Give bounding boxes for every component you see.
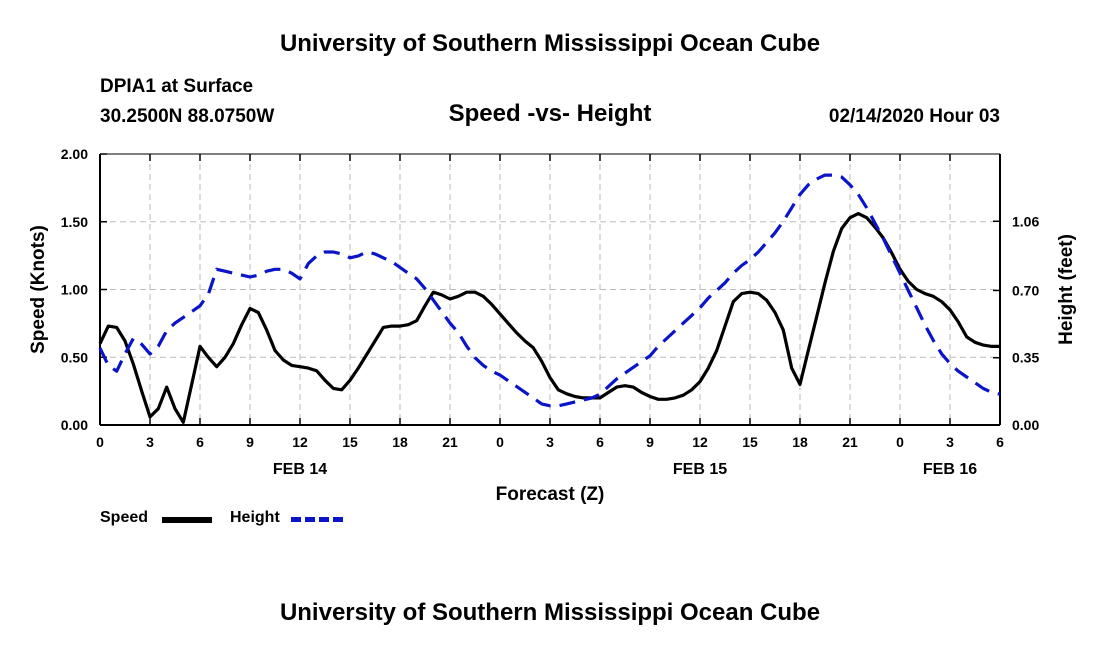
y-tick-label: 0.00 xyxy=(61,417,88,433)
footer-title: University of Southern Mississippi Ocean… xyxy=(279,599,821,626)
x-tick-label: 12 xyxy=(292,434,308,450)
forecast-datetime: 02/14/2020 Hour 03 xyxy=(828,106,1000,127)
coordinates-label: 30.2500N 88.0750W xyxy=(100,106,275,127)
x-tick-label: 6 xyxy=(996,434,1004,450)
y-axis-title: Speed (Knots) xyxy=(28,225,49,354)
y2-tick-label: 0.35 xyxy=(1012,350,1039,366)
chart-canvas: 0 3 6 9 12 15 18 21 0 3 6 9 12 15 18 21 0 3 6 0.00 0.50 1.00 1… xyxy=(28,146,1077,505)
date-label: FEB 16 xyxy=(923,461,977,478)
x-tick-label: 6 xyxy=(196,434,204,450)
x-axis-title: Forecast (Z) xyxy=(496,484,605,505)
x-tick-label: 9 xyxy=(646,434,654,450)
y-tick-label: 1.00 xyxy=(61,282,88,298)
speed-series-line xyxy=(98,212,1000,424)
legend-height-label: Height xyxy=(230,509,280,526)
axis-labels: 0 3 6 9 12 15 18 21 0 3 6 9 12 15 18 21 0 3 6 0.00 0.50 1.00 1… xyxy=(28,146,1077,505)
x-tick-label: 12 xyxy=(692,434,708,450)
page-title: University of Southern Mississippi Ocean… xyxy=(279,30,821,57)
height-series-line xyxy=(98,173,1001,408)
x-tick-label: 6 xyxy=(596,434,604,450)
x-tick-label: 15 xyxy=(342,434,358,450)
date-label: FEB 14 xyxy=(273,461,327,478)
y2-axis-title: Height (feet) xyxy=(1056,234,1077,345)
y2-tick-label: 0.70 xyxy=(1012,282,1039,298)
x-tick-label: 15 xyxy=(742,434,758,450)
x-tick-label: 21 xyxy=(442,434,458,450)
date-label: FEB 15 xyxy=(673,461,727,478)
station-label: DPIA1 at Surface xyxy=(100,76,254,97)
y-tick-label: 0.50 xyxy=(61,349,88,365)
x-tick-label: 3 xyxy=(546,434,554,450)
legend-height-swatch xyxy=(291,517,343,522)
x-tick-label: 0 xyxy=(96,434,104,450)
x-tick-label: 3 xyxy=(146,434,154,450)
legend-speed-swatch xyxy=(162,517,212,523)
x-tick-label: 3 xyxy=(946,434,954,450)
y-tick-label: 1.50 xyxy=(61,214,88,230)
y-tick-label: 2.00 xyxy=(61,146,88,162)
grid-lines xyxy=(100,154,1000,425)
x-tick-label: 9 xyxy=(246,434,254,450)
y2-tick-label: 0.00 xyxy=(1012,417,1039,433)
y2-tick-label: 1.06 xyxy=(1012,213,1039,229)
axes xyxy=(99,153,1001,426)
x-tick-label: 0 xyxy=(496,434,504,450)
x-tick-label: 21 xyxy=(842,434,858,450)
chart-title: Speed -vs- Height xyxy=(448,100,652,127)
x-tick-label: 18 xyxy=(792,434,808,450)
x-tick-label: 0 xyxy=(896,434,904,450)
x-tick-label: 18 xyxy=(392,434,408,450)
legend-speed-label: Speed xyxy=(100,509,149,526)
data-series xyxy=(98,173,1001,424)
